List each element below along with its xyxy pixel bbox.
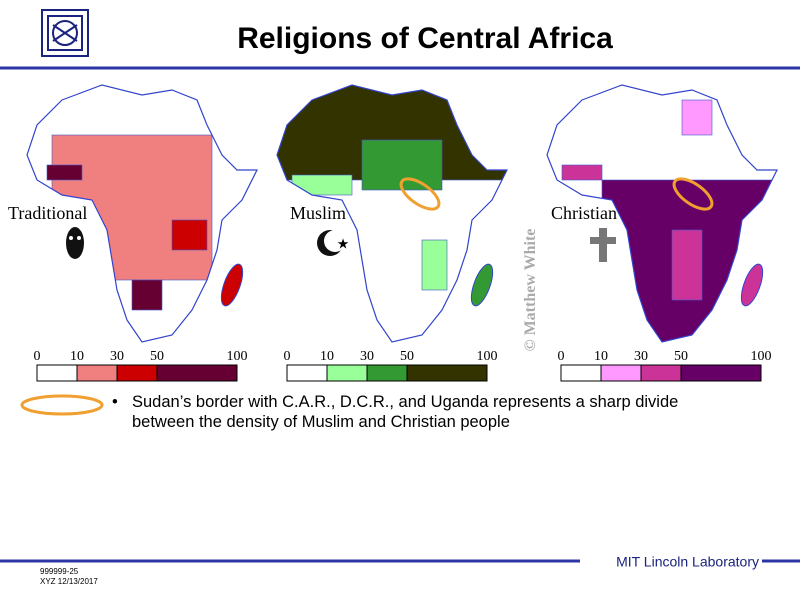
legend-tick: 0 <box>558 349 565 364</box>
map-label: Muslim <box>290 203 346 223</box>
legend-swatch <box>406 364 488 382</box>
legend-tick: 50 <box>674 349 688 364</box>
legend-tick: 100 <box>477 349 498 364</box>
legend-tick: 100 <box>751 349 772 364</box>
map-label: Traditional <box>8 203 87 223</box>
region <box>421 239 448 291</box>
footer-bg <box>580 553 762 573</box>
region <box>131 279 163 311</box>
legend-tick: 50 <box>400 349 414 364</box>
legend-swatch <box>286 364 328 382</box>
logo <box>41 9 89 57</box>
legend-tick: 30 <box>110 349 124 364</box>
legend-tick: 50 <box>150 349 164 364</box>
madagascar <box>470 263 494 307</box>
watermark: © Matthew White <box>522 229 539 352</box>
madagascar <box>740 263 764 307</box>
map-label: Christian <box>551 203 617 223</box>
legend-swatch <box>600 364 642 382</box>
legend-tick: 0 <box>34 349 41 364</box>
bullet-item: • Sudan’s border with C.A.R., D.C.R., and… <box>112 392 712 432</box>
legend-swatch <box>560 364 602 382</box>
slide-date: XYZ 12/13/2017 <box>40 577 98 586</box>
slide-id: 999999-25 <box>40 567 79 576</box>
mask-icon <box>66 227 84 259</box>
title: Religions of Central Africa <box>237 22 613 55</box>
legend-tick: 100 <box>227 349 248 364</box>
legend-swatch <box>326 364 368 382</box>
region <box>681 99 713 136</box>
region <box>561 164 603 181</box>
legend-tick: 10 <box>70 349 84 364</box>
highlight-key <box>20 394 104 416</box>
highlight-ellipse <box>672 177 714 211</box>
cross-icon <box>590 228 616 262</box>
region <box>46 164 83 181</box>
legend-swatch <box>366 364 408 382</box>
legend-tick: 10 <box>594 349 608 364</box>
bullet-text: Sudan’s border with C.A.R., D.C.R., and … <box>132 393 679 431</box>
legend-swatch <box>116 364 158 382</box>
region <box>671 229 703 301</box>
legend-swatch <box>680 364 762 382</box>
legend-swatch <box>640 364 682 382</box>
legend-tick: 30 <box>360 349 374 364</box>
crescent-icon: ★ <box>317 230 349 256</box>
legend-tick: 30 <box>634 349 648 364</box>
legend-tick: 0 <box>284 349 291 364</box>
lab-name: MIT Lincoln Laboratory <box>616 554 759 570</box>
legend-swatch <box>156 364 238 382</box>
region <box>171 219 208 251</box>
madagascar <box>220 263 244 307</box>
legend-swatch <box>36 364 78 382</box>
legend-tick: 10 <box>320 349 334 364</box>
legend-swatch <box>76 364 118 382</box>
svg-text:★: ★ <box>337 236 350 252</box>
bullet-dot: • <box>112 393 118 411</box>
highlight-ellipse <box>399 177 441 211</box>
region <box>291 174 353 196</box>
